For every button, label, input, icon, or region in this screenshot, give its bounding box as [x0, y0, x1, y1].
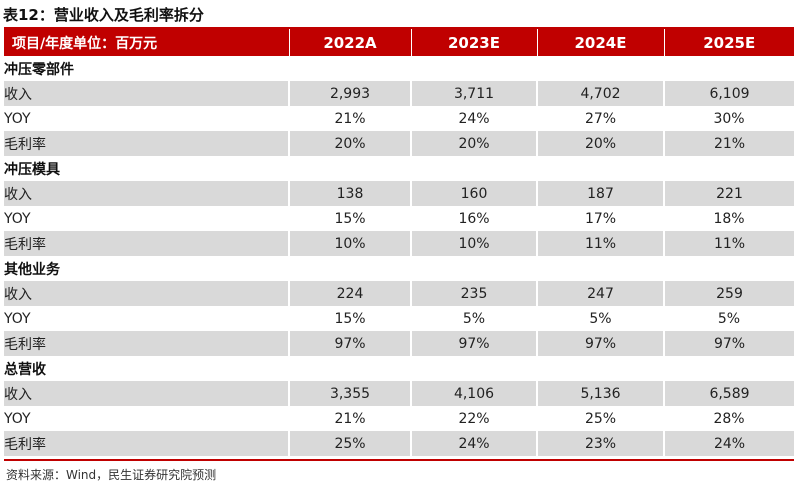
header-cell: 2022A: [289, 29, 412, 56]
cell-value: 24%: [663, 431, 794, 456]
cell-value: 4,106: [410, 381, 537, 406]
title-rule: [4, 27, 794, 29]
header-cell: 2024E: [537, 29, 665, 56]
cell-value: 16%: [458, 210, 490, 227]
cell-value: 27%: [584, 110, 617, 127]
cell-value: 247: [536, 281, 664, 306]
revenue-margin-table: 项目/年度单位：百万元 2022A 2023E 2024E 2025E 冲压零部…: [4, 29, 794, 456]
table-row: YOY 21% 22% 25% 28%: [4, 406, 794, 431]
bottom-rule: [4, 459, 794, 461]
section-row: 其他业务: [4, 256, 794, 281]
cell-value: 18%: [713, 210, 745, 227]
cell-value: 25%: [584, 410, 617, 427]
cell-value: 138: [288, 181, 411, 206]
cell-value: 4,702: [536, 81, 664, 106]
row-label: 毛利率: [4, 431, 289, 456]
row-label: 收入: [4, 381, 289, 406]
section-row: 冲压零部件: [4, 56, 794, 81]
cell-value: 24%: [458, 110, 490, 127]
cell-value: 97%: [410, 331, 537, 356]
cell-value: 15%: [334, 210, 366, 227]
header-cell: 2025E: [664, 29, 794, 56]
header-cell: 项目/年度单位：百万元: [4, 29, 290, 56]
cell-value: 24%: [410, 431, 537, 456]
cell-value: 20%: [536, 131, 664, 156]
section-title: 其他业务: [4, 261, 60, 278]
table-row: 收入 138 160 187 221: [4, 181, 794, 206]
cell-value: 25%: [288, 431, 411, 456]
row-label: 收入: [4, 181, 289, 206]
cell-value: 97%: [536, 331, 664, 356]
row-label: 毛利率: [4, 331, 289, 356]
table-row: 收入 2,993 3,711 4,702 6,109: [4, 81, 794, 106]
cell-value: 3,711: [410, 81, 537, 106]
row-label: YOY: [4, 110, 31, 127]
row-label: 收入: [4, 81, 289, 106]
cell-value: 5%: [462, 310, 486, 327]
row-label: 毛利率: [4, 131, 289, 156]
cell-value: 187: [536, 181, 664, 206]
cell-value: 10%: [288, 231, 411, 256]
header-row: 项目/年度单位：百万元 2022A 2023E 2024E 2025E: [4, 29, 794, 56]
table-row: 毛利率 97% 97% 97% 97%: [4, 331, 794, 356]
table-row: 毛利率 25% 24% 23% 24%: [4, 431, 794, 456]
row-label: 收入: [4, 281, 289, 306]
cell-value: 160: [410, 181, 537, 206]
header-cell: 2023E: [411, 29, 538, 56]
section-row: 冲压模具: [4, 156, 794, 181]
table-row: 毛利率 10% 10% 11% 11%: [4, 231, 794, 256]
row-label: 毛利率: [4, 231, 289, 256]
cell-value: 259: [663, 281, 794, 306]
cell-value: 23%: [536, 431, 664, 456]
cell-value: 21%: [334, 110, 366, 127]
cell-value: 2,993: [288, 81, 411, 106]
table-row: 毛利率 20% 20% 20% 21%: [4, 131, 794, 156]
section-title: 总营收: [4, 361, 46, 378]
table-row: YOY 15% 16% 17% 18%: [4, 206, 794, 231]
cell-value: 28%: [713, 410, 745, 427]
cell-value: 235: [410, 281, 537, 306]
cell-value: 5,136: [536, 381, 664, 406]
section-row: 总营收: [4, 356, 794, 381]
cell-value: 221: [663, 181, 794, 206]
cell-value: 22%: [458, 410, 490, 427]
source-note: 资料来源：Wind，民生证券研究院预测: [6, 468, 217, 482]
cell-value: 21%: [334, 410, 366, 427]
cell-value: 11%: [536, 231, 664, 256]
cell-value: 224: [288, 281, 411, 306]
cell-value: 10%: [410, 231, 537, 256]
table-row: 收入 3,355 4,106 5,136 6,589: [4, 381, 794, 406]
cell-value: 20%: [288, 131, 411, 156]
cell-value: 3,355: [288, 381, 411, 406]
section-title: 冲压模具: [4, 161, 60, 178]
cell-value: 6,109: [663, 81, 794, 106]
table-row: 收入 224 235 247 259: [4, 281, 794, 306]
row-label: YOY: [4, 410, 31, 427]
table-title: 表12：营业收入及毛利率拆分: [3, 6, 204, 24]
row-label: YOY: [4, 210, 31, 227]
table-row: YOY 15% 5% 5% 5%: [4, 306, 794, 331]
row-label: YOY: [4, 310, 31, 327]
cell-value: 15%: [334, 310, 366, 327]
cell-value: 97%: [288, 331, 411, 356]
section-title: 冲压零部件: [4, 61, 74, 78]
table-row: YOY 21% 24% 27% 30%: [4, 106, 794, 131]
cell-value: 20%: [410, 131, 537, 156]
cell-value: 17%: [584, 210, 617, 227]
cell-value: 5%: [589, 310, 612, 327]
cell-value: 11%: [663, 231, 794, 256]
cell-value: 97%: [663, 331, 794, 356]
cell-value: 30%: [713, 110, 745, 127]
cell-value: 6,589: [663, 381, 794, 406]
cell-value: 21%: [663, 131, 794, 156]
cell-value: 5%: [717, 310, 741, 327]
